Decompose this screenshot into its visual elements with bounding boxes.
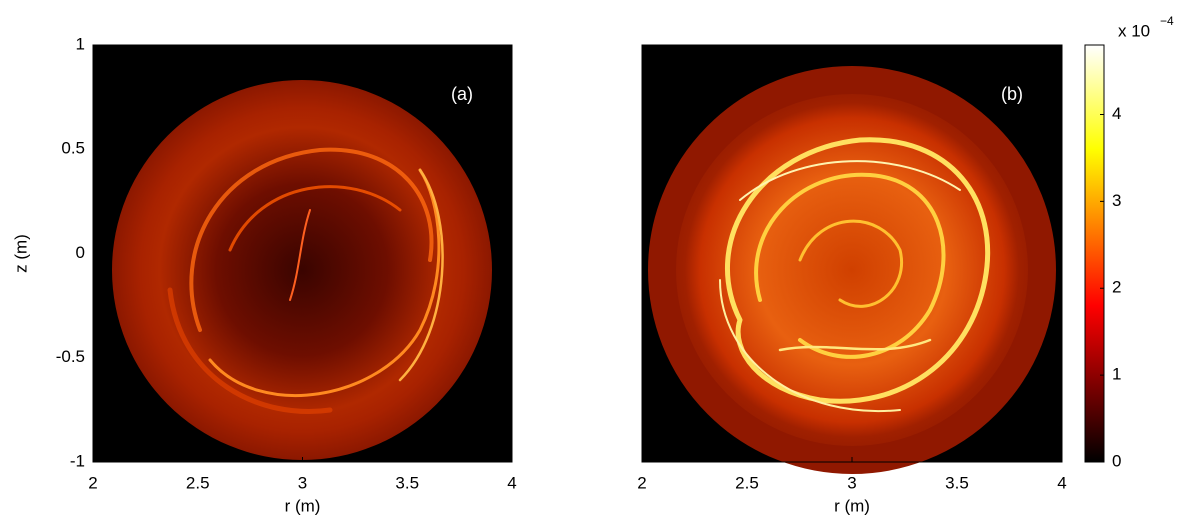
x-tick-label: 2.5 <box>735 473 759 492</box>
y-tick-label: -0.5 <box>56 347 85 366</box>
y-tick-label: 0 <box>76 243 85 262</box>
x-tick-label: 3 <box>298 473 307 492</box>
panel-label: (a) <box>451 84 473 104</box>
x-tick-label: 2 <box>88 473 97 492</box>
colorbar <box>1084 44 1105 463</box>
x-axis-label: r (m) <box>834 496 870 515</box>
panel-b-image <box>642 45 1062 474</box>
x-tick-label: 3.5 <box>945 473 969 492</box>
y-axis-label: z (m) <box>11 234 30 273</box>
y-tick-label: -1 <box>70 451 85 470</box>
y-tick-label: 1 <box>76 34 85 53</box>
x-axis-label: r (m) <box>285 496 321 515</box>
colorbar-multiplier: x 10 <box>1118 21 1150 40</box>
x-tick-label: 2.5 <box>186 473 210 492</box>
colorbar-tick-label: 1 <box>1112 365 1121 384</box>
colorbar-tick-label: 2 <box>1112 278 1121 297</box>
x-tick-label: 4 <box>1057 473 1066 492</box>
y-tick-label: 0.5 <box>61 139 85 158</box>
colorbar-tick-label: 4 <box>1112 104 1121 123</box>
colorbar-tick-label: 0 <box>1112 451 1121 470</box>
x-tick-label: 2 <box>637 473 646 492</box>
x-tick-label: 3 <box>847 473 856 492</box>
colorbar-tick-label: 3 <box>1112 191 1121 210</box>
x-tick-label: 4 <box>507 473 516 492</box>
colorbar-exponent: −4 <box>1160 14 1174 28</box>
x-tick-label: 3.5 <box>395 473 419 492</box>
panel-a-image <box>93 45 512 462</box>
panel-label: (b) <box>1001 84 1023 104</box>
